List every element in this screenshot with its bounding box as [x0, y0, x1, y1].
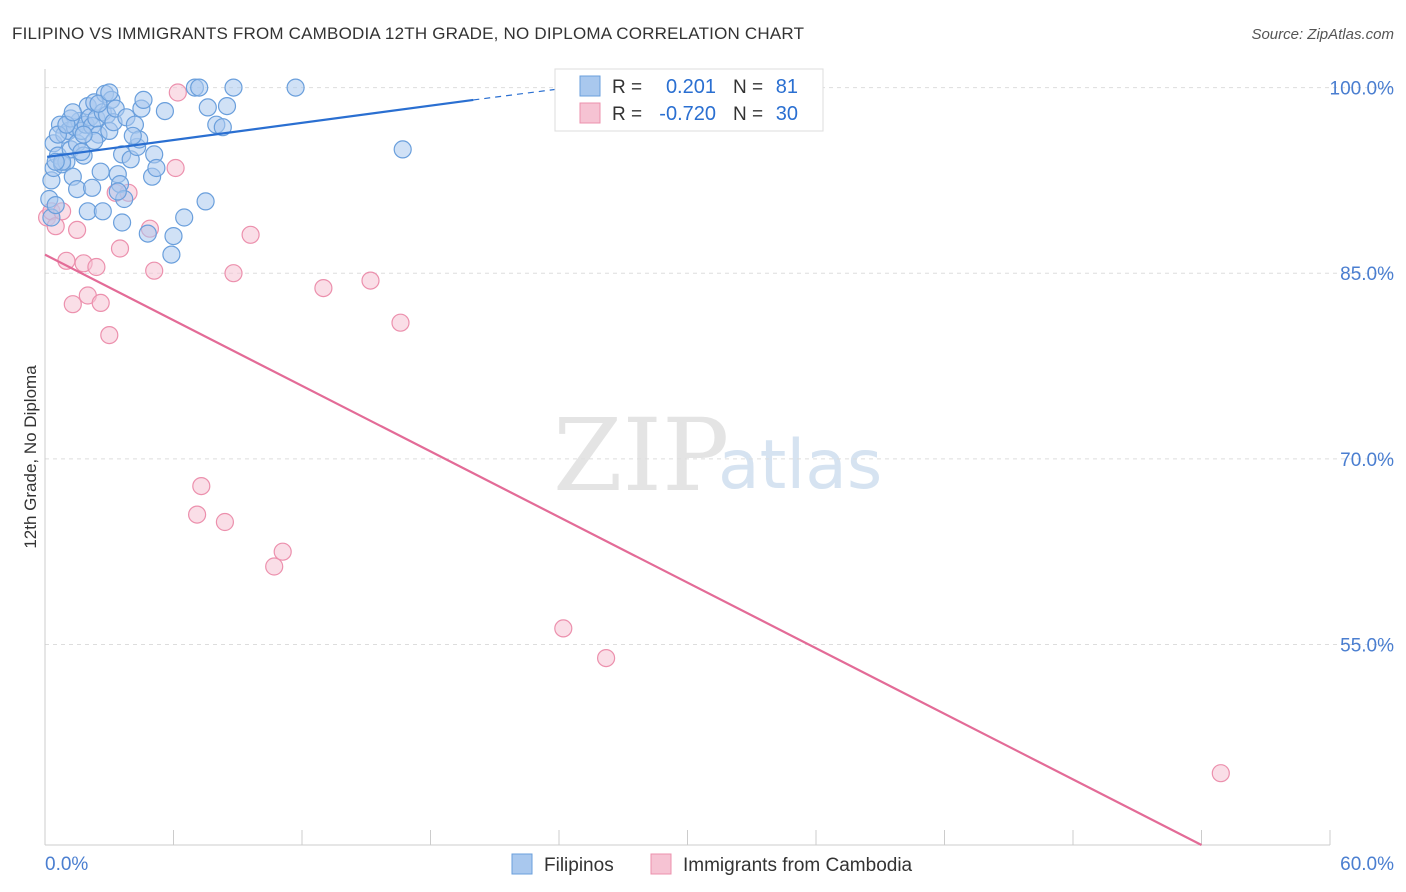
cambodia-point-18 — [188, 505, 207, 524]
legend-label-cambodia: Immigrants from Cambodia — [683, 855, 913, 876]
filipinos-point-78 — [108, 182, 127, 201]
stats-r-label-cambodia: R = — [612, 104, 642, 125]
stats-swatch-cambodia — [579, 102, 601, 124]
filipinos-point-26 — [91, 162, 110, 181]
legend: Filipinos Immigrants from Cambodia — [511, 853, 913, 876]
cambodia-point-9 — [87, 257, 106, 277]
x-axis-ticks — [173, 830, 1331, 845]
filipinos-point-80 — [46, 152, 65, 171]
chart-source: Source: ZipAtlas.com — [1251, 26, 1394, 43]
filipinos-point-47 — [155, 101, 174, 121]
trend-line-cambodia — [44, 253, 1203, 846]
cambodia-point-22 — [241, 225, 260, 244]
cambodia-point-26 — [361, 271, 380, 290]
cambodia-point-5 — [63, 295, 82, 314]
filipinos-point-76 — [63, 103, 82, 122]
filipinos-point-58 — [224, 78, 243, 97]
filipinos-point-77 — [82, 178, 102, 197]
y-axis-label: 12th Grade, No Diploma — [21, 365, 40, 549]
stats-n-value-filipinos: 81 — [776, 76, 798, 98]
cambodia-point-29 — [596, 648, 616, 668]
stats-r-value-filipinos: 0.201 — [666, 76, 716, 98]
filipinos-point-66 — [112, 213, 132, 232]
filipinos-point-43 — [134, 90, 153, 110]
y-tick-label-100: 100.0% — [1330, 79, 1395, 100]
filipinos-point-52 — [190, 78, 209, 97]
cambodia-point-19 — [192, 477, 211, 496]
x-tick-label-60: 60.0% — [1340, 854, 1394, 875]
legend-swatch-filipinos — [511, 853, 533, 875]
stats-n-label-cambodia: N = — [733, 104, 763, 125]
filipinos-point-59 — [286, 78, 305, 97]
y-tick-labels: 100.0% 85.0% 70.0% 55.0% — [1330, 79, 1395, 657]
y-tick-label-85: 85.0% — [1340, 264, 1394, 285]
cambodia-point-6 — [67, 220, 87, 239]
filipinos-point-5 — [46, 196, 65, 215]
filipinos-point-46 — [147, 158, 166, 178]
series-filipinos-points — [40, 78, 412, 264]
filipinos-point-71 — [74, 125, 93, 144]
cambodia-point-24 — [273, 542, 292, 561]
stats-swatch-filipinos — [579, 75, 601, 97]
filipinos-point-56 — [213, 118, 232, 137]
filipinos-point-65 — [138, 224, 157, 243]
cambodia-point-27 — [391, 313, 410, 332]
stats-box: R = 0.201 N = 81 R = -0.720 N = 30 — [554, 68, 824, 132]
gridlines — [45, 87, 1394, 646]
filipinos-point-63 — [93, 202, 112, 221]
watermark-zip: ZIP — [553, 397, 729, 514]
trend-line-filipinos — [46, 98, 474, 158]
filipinos-point-73 — [100, 83, 119, 102]
stats-n-label-filipinos: N = — [733, 77, 763, 98]
series-cambodia-points — [37, 83, 1230, 783]
cambodia-point-23 — [265, 557, 284, 576]
cambodia-point-20 — [215, 512, 234, 532]
filipinos-point-50 — [175, 208, 194, 227]
trend-line-filipinos-extension — [473, 86, 570, 101]
cambodia-point-31 — [168, 83, 187, 102]
cambodia-point-28 — [554, 619, 573, 638]
y-tick-label-55: 55.0% — [1340, 636, 1394, 657]
cambodia-point-16 — [145, 261, 164, 280]
stats-r-label-filipinos: R = — [612, 77, 642, 98]
filipinos-point-60 — [393, 140, 412, 159]
cambodia-point-25 — [314, 279, 333, 298]
trend-lines — [44, 86, 1203, 846]
filipinos-point-48 — [164, 227, 183, 246]
cambodia-point-21 — [224, 264, 243, 283]
filipinos-point-57 — [217, 96, 237, 116]
stats-n-value-cambodia: 30 — [776, 103, 798, 125]
cambodia-point-17 — [166, 158, 185, 178]
filipinos-point-61 — [67, 180, 87, 199]
legend-swatch-cambodia — [650, 853, 672, 875]
cambodia-point-13 — [110, 239, 130, 258]
filipinos-point-72 — [89, 94, 108, 113]
stats-r-value-cambodia: -0.720 — [659, 103, 716, 125]
x-tick-label-0: 0.0% — [45, 854, 88, 875]
watermark-atlas: atlas — [718, 426, 882, 505]
cambodia-point-11 — [100, 326, 119, 345]
cambodia-point-10 — [91, 293, 110, 312]
filipinos-point-53 — [196, 192, 215, 211]
filipinos-point-49 — [162, 245, 181, 264]
chart-title: FILIPINO VS IMMIGRANTS FROM CAMBODIA 12T… — [12, 24, 804, 43]
legend-label-filipinos: Filipinos — [544, 855, 614, 876]
filipinos-point-75 — [123, 126, 142, 145]
filipinos-point-54 — [198, 98, 217, 117]
cambodia-point-30 — [1211, 764, 1230, 783]
y-tick-label-70: 70.0% — [1340, 450, 1394, 471]
